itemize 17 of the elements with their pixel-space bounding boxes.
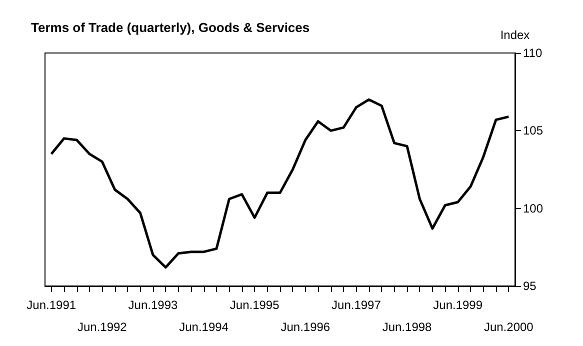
- chart-title: Terms of Trade (quarterly), Goods & Services: [31, 20, 310, 35]
- x-tick-label: Jun.1991: [26, 298, 76, 312]
- x-tick-label: Jun.1995: [230, 298, 280, 312]
- x-tick-label: Jun.1993: [128, 298, 178, 312]
- x-tick-label: Jun.1999: [433, 298, 483, 312]
- line-series: [50, 98, 510, 269]
- x-tick-label: Jun.1992: [77, 320, 128, 334]
- y-tick-label: 105: [523, 124, 544, 138]
- y-axis-title: Index: [500, 28, 530, 42]
- y-tick-label: 95: [523, 279, 537, 293]
- x-tick-label: Jun.2000: [484, 320, 534, 334]
- x-tick-label: Jun.1997: [332, 298, 382, 312]
- x-tick-label: Jun.1996: [280, 320, 330, 334]
- x-tick-label: Jun.1994: [179, 320, 229, 334]
- x-tick-label: Jun.1998: [382, 320, 432, 334]
- y-tick-label: 110: [523, 46, 542, 60]
- y-tick-label: 100: [523, 201, 544, 216]
